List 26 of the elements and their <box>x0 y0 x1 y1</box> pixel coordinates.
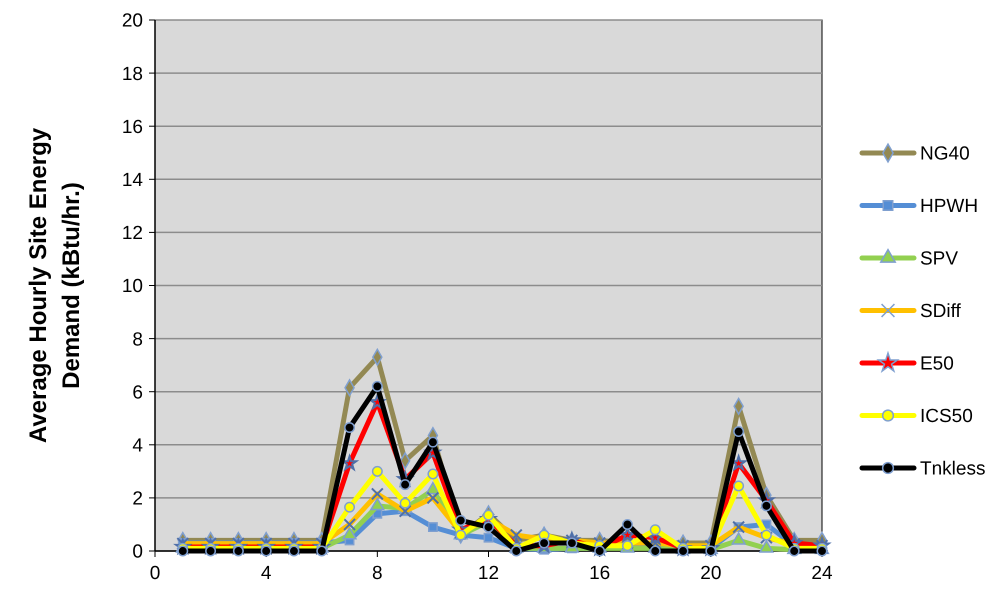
x-tick-label: 12 <box>478 563 500 584</box>
y-tick-label: 14 <box>122 170 144 191</box>
legend-label: ICS50 <box>920 406 973 428</box>
y-axis-title: Average Hourly Site Energy Demand (kBtu/hr.) <box>25 127 85 444</box>
x-tick-label: 8 <box>372 563 383 584</box>
y-tick-label: 6 <box>132 382 143 404</box>
y-tick-label: 20 <box>122 10 143 32</box>
x-tick-label: 24 <box>811 563 833 584</box>
y-tick-label: 18 <box>122 64 143 85</box>
legend-label: HPWH <box>920 196 978 218</box>
y-tick-label: 8 <box>132 329 143 350</box>
legend-label: SPV <box>920 248 958 270</box>
legend-label: Tnkless <box>920 458 986 480</box>
y-tick-label: 0 <box>132 542 143 563</box>
x-tick-label: 16 <box>589 563 610 584</box>
y-tick-label: 4 <box>132 435 144 456</box>
legend-label: NG40 <box>920 144 970 165</box>
legend-label: E50 <box>920 354 954 375</box>
x-tick-label: 4 <box>260 563 272 584</box>
y-tick-label: 2 <box>132 488 143 510</box>
x-tick-label: 20 <box>700 563 722 584</box>
y-tick-label: 16 <box>122 116 143 138</box>
x-tick-label: 0 <box>150 563 160 584</box>
y-tick-label: 12 <box>122 223 143 244</box>
legend-label: SDiff <box>920 301 962 322</box>
y-tick-label: 10 <box>122 276 143 298</box>
